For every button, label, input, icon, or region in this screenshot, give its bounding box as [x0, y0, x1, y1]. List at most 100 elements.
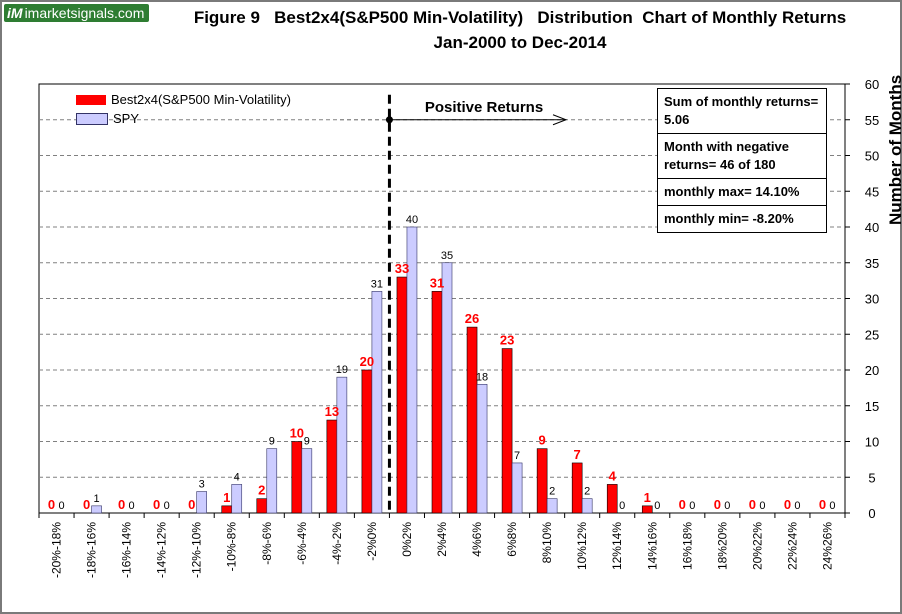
x-tick-label: 18%20%: [715, 522, 729, 570]
x-tick-label: -14%-12%: [155, 522, 169, 578]
data-label-best: 0: [714, 497, 721, 512]
bar-best: [361, 369, 373, 514]
data-label-spy: 0: [794, 500, 800, 512]
data-label-spy: 0: [619, 500, 625, 512]
data-label-best: 2: [258, 483, 265, 498]
data-label-best: 0: [819, 497, 826, 512]
bar-best: [571, 462, 583, 514]
bar-best: [501, 348, 513, 514]
data-label-best: 20: [360, 354, 374, 369]
x-tick-label: 16%18%: [680, 522, 694, 570]
data-label-best: 0: [118, 497, 125, 512]
data-label-best: 23: [500, 333, 514, 348]
data-label-best: 0: [83, 497, 90, 512]
chart-title: Figure 9 Best2x4(S&P500 Min-Volatility) …: [193, 8, 847, 27]
x-tick-label: -20%-18%: [50, 522, 64, 578]
bar-spy: [301, 448, 313, 514]
data-label-spy: 40: [406, 214, 418, 226]
bar-spy: [511, 462, 523, 514]
legend-label-spy: SPY: [113, 111, 140, 126]
legend-label-best: Best2x4(S&P500 Min-Volatility): [111, 92, 291, 107]
y-tick-label: 40: [865, 220, 879, 235]
y-tick-label: 50: [865, 149, 879, 164]
x-tick-label: 10%12%: [575, 522, 589, 570]
chart-subtitle: Jan-2000 to Dec-2014: [433, 33, 607, 52]
x-tick-label: -18%-16%: [85, 522, 99, 578]
legend: Best2x4(S&P500 Min-Volatility) SPY: [76, 90, 291, 128]
data-label-spy: 9: [304, 436, 310, 448]
x-tick-label: -12%-10%: [190, 522, 204, 578]
data-label-spy: 0: [164, 500, 170, 512]
x-tick-label: -16%-14%: [120, 522, 134, 578]
bar-best: [431, 291, 443, 514]
data-label-spy: 3: [199, 479, 205, 491]
site-logo: iM imarketsignals.com: [4, 4, 150, 22]
y-tick-label: 25: [865, 327, 879, 342]
bar-best: [536, 448, 548, 514]
y-tick-label: 45: [865, 184, 879, 199]
x-tick-label: 6%8%: [505, 522, 519, 557]
data-label-best: 1: [223, 490, 230, 505]
data-label-spy: 35: [441, 250, 453, 262]
x-tick-label: 12%14%: [610, 522, 624, 570]
data-label-best: 0: [784, 497, 791, 512]
info-negative: Month with negative returns= 46 of 180: [658, 134, 826, 179]
bar-best: [256, 498, 268, 514]
bar-spy: [231, 484, 243, 514]
data-label-best: 9: [539, 433, 546, 448]
data-label-best: 26: [465, 311, 479, 326]
data-label-spy: 0: [689, 500, 695, 512]
data-label-spy: 0: [129, 500, 135, 512]
data-label-best: 0: [48, 497, 55, 512]
x-tick-label: 4%6%: [470, 522, 484, 557]
legend-item-best: Best2x4(S&P500 Min-Volatility): [76, 90, 291, 109]
bar-spy: [581, 498, 593, 514]
data-label-spy: 18: [476, 371, 488, 383]
bar-best: [396, 276, 408, 514]
annotation-arrow-head: [552, 114, 568, 126]
data-label-best: 7: [574, 447, 581, 462]
info-max: monthly max= 14.10%: [658, 179, 826, 206]
logo-text: imarketsignals.com: [24, 5, 145, 21]
data-label-best: 10: [290, 426, 304, 441]
bar-best: [466, 326, 478, 514]
x-tick-label: 8%10%: [540, 522, 554, 564]
x-tick-label: -4%-2%: [330, 522, 344, 565]
data-label-best: 33: [395, 261, 409, 276]
data-label-spy: 0: [58, 500, 64, 512]
data-label-best: 0: [153, 497, 160, 512]
annotation-label: Positive Returns: [425, 99, 543, 116]
bar-spy: [406, 226, 418, 514]
x-tick-label: -2%0%: [365, 522, 379, 561]
y-tick-label: 0: [868, 506, 875, 521]
info-box: Sum of monthly returns= 5.06 Month with …: [657, 88, 827, 233]
bar-best: [606, 484, 618, 514]
y-tick-label: 15: [865, 399, 879, 414]
data-label-spy: 19: [336, 364, 348, 376]
bar-best: [326, 419, 338, 514]
bar-spy: [91, 505, 102, 514]
info-sum: Sum of monthly returns= 5.06: [658, 89, 826, 134]
data-label-best: 31: [430, 275, 444, 290]
annotation-arrow-dot: [385, 116, 393, 124]
data-label-best: 1: [644, 490, 651, 505]
x-tick-label: 24%26%: [820, 522, 834, 570]
x-tick-label: -8%-6%: [260, 522, 274, 565]
bar-best: [291, 441, 303, 514]
logo-mark: iM: [7, 5, 23, 21]
y-tick-label: 55: [865, 113, 879, 128]
x-tick-label: -6%-4%: [295, 522, 309, 565]
legend-swatch-spy: [76, 112, 108, 125]
y-tick-label: 30: [865, 292, 879, 307]
x-tick-label: 22%24%: [785, 522, 799, 570]
data-label-spy: 7: [514, 450, 520, 462]
x-tick-label: 20%22%: [750, 522, 764, 570]
bar-spy: [336, 376, 348, 514]
bar-spy: [196, 491, 207, 514]
x-tick-label: 14%16%: [645, 522, 659, 570]
y-tick-label: 5: [868, 470, 875, 485]
data-label-spy: 31: [371, 278, 383, 290]
data-label-best: 13: [325, 404, 339, 419]
data-label-spy: 0: [654, 500, 660, 512]
